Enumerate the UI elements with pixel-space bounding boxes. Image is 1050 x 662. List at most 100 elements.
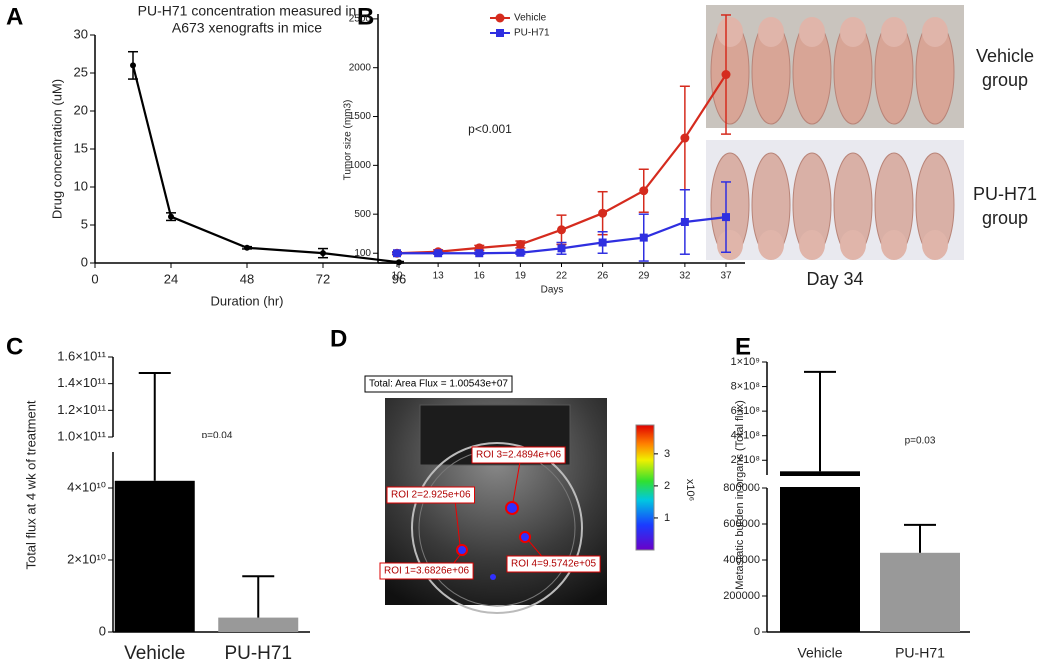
panel-letter: D [330,325,347,352]
roi-spot [456,544,468,556]
axis-break [105,438,310,451]
x-axis-label: Duration (hr) [211,293,284,308]
chart-title: PU-H71 concentration measured in [138,3,357,19]
x-tick-label: 0 [91,271,98,286]
x-tick-label: 19 [515,271,527,282]
marker [475,249,484,258]
mouse-head [881,230,907,260]
mouse-head [799,17,825,47]
axis-break [759,476,970,487]
y-tick-label: 30 [74,26,88,41]
photo-label-line: group [982,70,1028,90]
roi-spot [490,574,496,580]
x-tick-label: 26 [597,271,609,282]
y-tick-label: 1.6×10¹¹ [57,348,106,363]
error-bar [138,372,171,481]
y-axis-label: Total flux at 4 wk of treatment [23,400,38,569]
panel-letter: B [357,3,374,30]
y-tick-label: 200000 [723,590,760,602]
annotation: p<0.001 [468,122,512,136]
y-tick-label: 2500 [349,14,372,25]
y-tick-label: 1.4×10¹¹ [57,375,106,390]
colorbar-tick-label: 1 [664,512,670,524]
y-tick-label: 10 [74,178,88,193]
x-tick-label: Vehicle [797,645,842,661]
y-tick-label: 0 [754,626,760,638]
marker [393,249,401,258]
y-tick-label: 1.2×10¹¹ [57,402,106,417]
colorbar [635,424,655,551]
x-tick-label: PU-H71 [895,645,945,661]
mouse-head [758,230,784,260]
dish [411,442,583,614]
annotation: p=0.03 [905,436,936,447]
x-tick-label: PU-H71 [224,643,292,662]
mouse-head [717,17,743,47]
y-tick-label: 4×10⁸ [731,430,760,442]
roi-spot [519,531,531,543]
y-tick-label: 0 [81,254,88,269]
y-tick-label: 15 [74,140,88,155]
y-tick-label: 1×10⁹ [731,356,761,368]
colorbar-tick-label: 2 [664,480,670,492]
marker [130,62,136,69]
x-tick-label: 96 [392,271,406,286]
roi-leader [512,461,521,503]
marker [680,217,689,226]
panel-letter: E [735,333,751,360]
roi-leader [454,499,461,546]
roi-box [364,375,513,393]
photo-caption: Day 34 [806,269,863,289]
x-axis-label: Days [541,285,564,296]
y-tick-label: 500 [354,209,371,220]
y-tick-label: 25 [74,64,88,79]
bar [218,617,299,632]
colorbar-tick-label: 3 [664,448,670,460]
y-tick-label: 1.0×10¹¹ [57,428,106,443]
x-tick-label: 29 [638,271,650,282]
marker [557,244,566,253]
y-tick-label: 5 [81,216,88,231]
mouse-head [922,230,948,260]
marker [598,238,607,247]
x-tick-label: 10 [391,271,403,282]
error-bar [904,523,936,553]
mouse-head [799,230,825,260]
photo-label-line: Vehicle [976,46,1034,66]
roi-label: ROI 2=2.925e+06 [391,490,471,501]
roi-box [379,562,474,580]
colorbar-label: x10⁶ [684,479,696,501]
y-tick-label: 600000 [723,518,760,530]
marker [244,244,250,251]
marker [639,186,649,196]
roi-box [506,555,601,573]
mouse-head [717,230,743,260]
marker [721,70,731,80]
legend-marker [496,29,504,37]
panel-letter: A [6,3,23,30]
marker [680,133,690,143]
mouse-head [840,17,866,47]
y-tick-label: 4×10¹⁰ [67,479,106,494]
x-tick-label: 13 [433,271,445,282]
legend-marker [495,13,505,23]
roi-spot [505,501,519,515]
marker [516,248,525,257]
roi-label: ROI 1=3.6826e+06 [384,566,470,577]
x-tick-label: 37 [720,271,732,282]
roi-label: Total: Area Flux = 1.00543e+07 [369,379,508,390]
annotation: p=0.04 [202,431,233,442]
y-tick-label: 800000 [723,482,760,494]
y-tick-label: 6×10⁸ [731,405,760,417]
y-tick-label: 2×10⁸ [731,454,760,466]
chart-title: A673 xenografts in mice [172,20,322,36]
legend-label: Vehicle [514,13,547,24]
roi-label: ROI 3=2.4894e+06 [476,450,562,461]
bar [880,552,960,632]
marker [320,250,326,257]
photo-label: Vehicle group [976,46,1034,90]
roi-label: ROI 4=9.5742e+05 [511,559,597,570]
marker [434,249,443,258]
